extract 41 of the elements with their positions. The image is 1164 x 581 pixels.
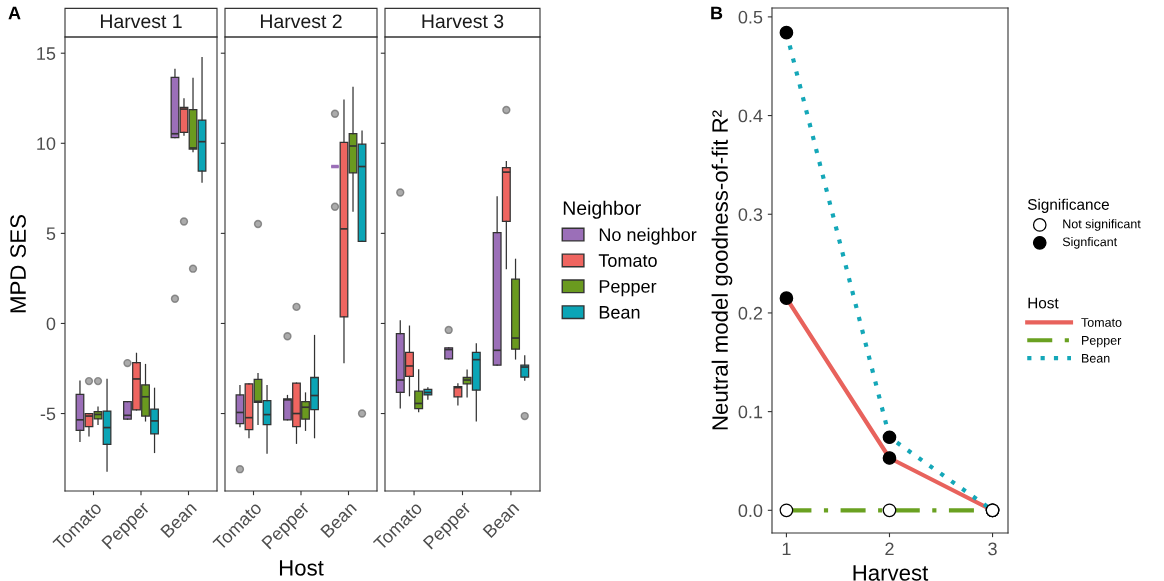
chart-title: Harvest 1: [100, 14, 182, 29]
legend-label: Pepper: [599, 280, 657, 297]
y-tick-label: 0.4: [738, 109, 763, 123]
y-tick-label: 0.2: [738, 306, 763, 320]
legend-label: Pepper: [1082, 336, 1122, 348]
y-tick-label: 0.0: [738, 504, 763, 518]
point: [779, 503, 794, 518]
legend-label: Tomato: [1081, 318, 1122, 327]
x-tick-label: 1: [782, 542, 791, 556]
point: [882, 503, 897, 518]
y-tick-label: 0: [46, 317, 56, 331]
legend-title: Neighbor: [563, 200, 641, 219]
y-tick-label: 15: [37, 47, 56, 60]
x-axis-title: Harvest: [853, 565, 929, 581]
chart-title: Harvest 3: [422, 14, 504, 29]
point: [779, 25, 794, 40]
legend-label: No neighbor: [599, 227, 697, 245]
y-tick-label: 0.5: [738, 10, 763, 24]
x-tick-label: 3: [988, 542, 997, 556]
legend-label: Bean: [599, 306, 640, 319]
text: Host: [1028, 297, 1059, 309]
y-tick-label: 5: [46, 227, 56, 241]
legend-label: Bean: [1082, 353, 1110, 363]
y-axis-title: Neutral model goodness-of-fit R²: [711, 110, 733, 430]
legend-label: Tomato: [598, 254, 657, 267]
x-tick-label: 2: [885, 542, 894, 556]
point: [882, 451, 897, 465]
y-tick-label: 10: [37, 137, 56, 151]
y-tick-label: 0.3: [738, 208, 763, 221]
y-tick-label: -5: [40, 407, 56, 421]
legend-label: Signficant: [1062, 237, 1118, 249]
point: [779, 291, 794, 305]
text: A: [8, 6, 21, 20]
text: Significance: [1027, 198, 1109, 213]
chart-title: Harvest 2: [260, 14, 342, 29]
x-axis-title: Host: [279, 560, 324, 576]
point: [882, 430, 897, 445]
y-axis-title: MPD SES: [10, 215, 26, 313]
text: B: [711, 6, 723, 20]
legend-label: Not significant: [1063, 219, 1141, 231]
y-tick-label: 0.1: [738, 405, 763, 419]
